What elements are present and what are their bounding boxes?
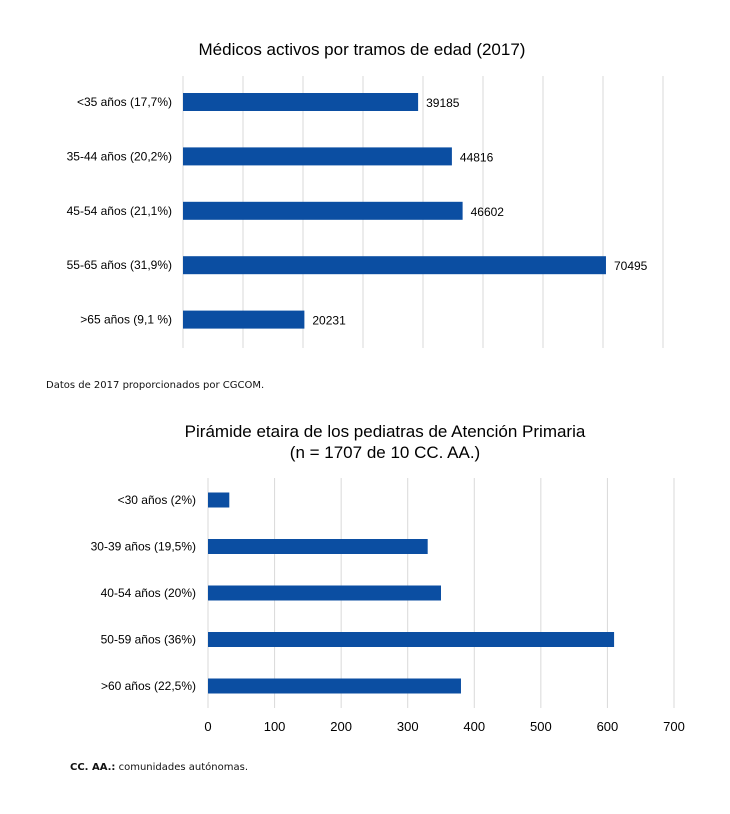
chart2-x-tick-label: 400	[463, 719, 485, 734]
chart1-category-label: 35-44 años (20,2%)	[67, 149, 172, 163]
chart2-x-tick-label: 700	[663, 719, 685, 734]
chart2-category-label: 50-59 años (36%)	[101, 633, 196, 647]
chart1-category-label: 45-54 años (21,1%)	[67, 204, 172, 218]
chart1-category-label: <35 años (17,7%)	[77, 95, 172, 109]
source-note: Datos de 2017 proporcionados por CGCOM.	[46, 380, 265, 391]
chart2-x-tick-label: 500	[530, 719, 552, 734]
chart1-data-label: 44816	[460, 150, 494, 164]
chart-piramide-pediatras: Pirámide etaira de los pediatras de Aten…	[91, 422, 685, 734]
chart2-category-label: >60 años (22,5%)	[101, 679, 196, 693]
chart2-bar	[208, 492, 230, 508]
abbreviation-text: comunidades autónomas.	[115, 762, 248, 773]
chart1-data-label: 46602	[471, 205, 505, 219]
chart1-bar	[183, 201, 463, 220]
abbreviation-term: CC. AA.:	[70, 762, 116, 773]
chart2-bar	[208, 632, 615, 647]
chart2-x-tick-label: 200	[330, 719, 352, 734]
chart2-bar	[208, 678, 461, 694]
chart1-category-label: 55-65 años (31,9%)	[67, 258, 172, 272]
chart2-subtitle: (n = 1707 de 10 CC. AA.)	[290, 443, 480, 462]
chart2-bar	[208, 539, 428, 554]
chart2-category-label: 40-54 años (20%)	[101, 586, 196, 600]
chart2-bar	[208, 585, 441, 601]
chart2-x-tick-label: 600	[597, 719, 619, 734]
chart1-data-label: 39185	[426, 96, 460, 110]
abbreviation-note: CC. AA.: comunidades autónomas.	[70, 762, 248, 773]
chart1-data-label: 20231	[312, 314, 346, 328]
chart1-bar	[183, 310, 305, 329]
chart1-bar	[183, 93, 419, 111]
chart1-bar	[183, 147, 452, 166]
chart2-category-label: 30-39 años (19,5%)	[91, 540, 196, 554]
chart1-title: Médicos activos por tramos de edad (2017…	[199, 40, 526, 59]
chart2-x-tick-label: 300	[397, 719, 419, 734]
chart2-category-label: <30 años (2%)	[118, 493, 196, 507]
chart2-title: Pirámide etaira de los pediatras de Aten…	[185, 422, 586, 441]
chart2-x-tick-label: 100	[264, 719, 286, 734]
chart-medicos-activos: Médicos activos por tramos de edad (2017…	[67, 40, 664, 348]
chart1-category-label: >65 años (9,1 %)	[80, 313, 172, 327]
chart1-data-label: 70495	[614, 259, 648, 273]
chart1-bar	[183, 256, 606, 275]
chart2-x-tick-label: 0	[204, 719, 211, 734]
